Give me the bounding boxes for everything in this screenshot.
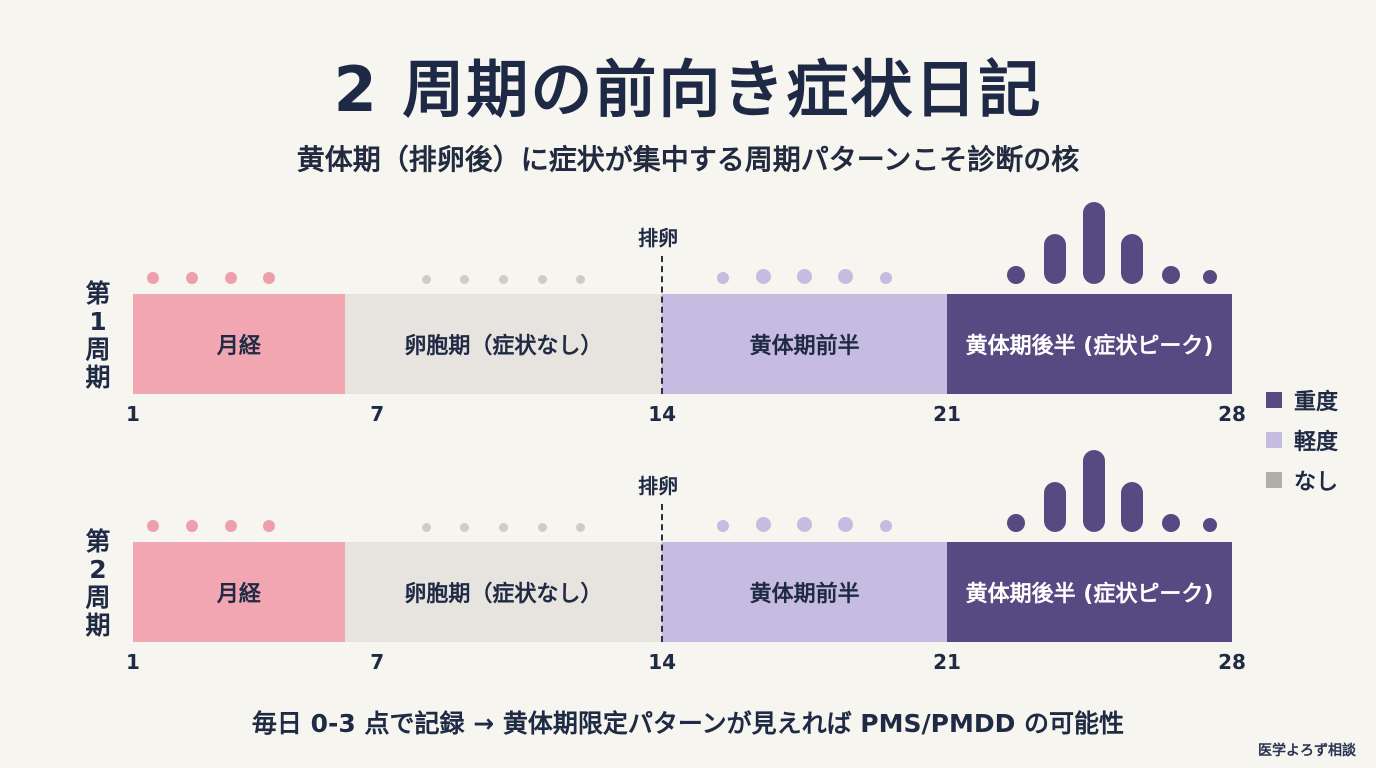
- phase-luteal-early: 黄体期前半: [662, 542, 948, 642]
- symptom-dot-none: [421, 275, 431, 284]
- cycle-label-part: 第: [85, 279, 111, 308]
- cycle-1: 第 1 周期 月経 卵胞期（症状なし） 黄体期前半 黄体期後半 (症状ピーク) 排卵 1 7 14 2…: [0, 188, 1376, 426]
- symptom-dot-menstruation: [147, 272, 160, 284]
- ovulation-label: 排卵: [638, 474, 679, 498]
- phase-label: 黄体期後半 (症状ピーク): [965, 334, 1214, 359]
- cycle-label-part: 周期: [85, 335, 111, 392]
- ovulation-marker-line: [661, 256, 664, 394]
- legend-swatch-severe: [1266, 392, 1282, 408]
- symptom-dot-mild: [837, 269, 853, 284]
- phase-menstruation: 月経: [133, 542, 345, 642]
- day-tick-label: 21: [933, 402, 961, 426]
- phase-luteal-late: 黄体期後半 (症状ピーク): [947, 542, 1232, 642]
- cycle-label-part: 第: [85, 527, 111, 556]
- day-tick-label: 14: [648, 402, 677, 426]
- symptom-dot-mild: [837, 517, 853, 532]
- symptom-dot-none: [576, 523, 586, 532]
- symptom-dot-menstruation: [147, 520, 160, 532]
- symptom-dot-menstruation: [186, 520, 199, 532]
- footer-note: 毎日 0-3 点で記録 → 黄体期限定パターンが見えれば PMS/PMDD の可…: [251, 709, 1125, 738]
- day-tick-label: 14: [648, 650, 677, 674]
- symptom-dot-menstruation: [263, 520, 276, 532]
- phase-luteal-early: 黄体期前半: [662, 294, 948, 394]
- symptom-dot-none: [498, 523, 508, 532]
- phase-menstruation: 月経: [133, 294, 345, 394]
- phase-luteal-late: 黄体期後半 (症状ピーク): [947, 294, 1232, 394]
- phase-label: 黄体期後半 (症状ピーク): [965, 582, 1214, 607]
- symptom-dot-none: [498, 275, 508, 284]
- phase-follicular: 卵胞期（症状なし）: [344, 542, 663, 642]
- symptom-dot-severe: [1007, 266, 1026, 284]
- symptom-dot-severe: [1161, 266, 1180, 284]
- phase-follicular: 卵胞期（症状なし）: [344, 294, 663, 394]
- symptom-dot-severe: [1043, 234, 1066, 284]
- page-title: 2 周期の前向き症状日記: [333, 53, 1043, 126]
- cycle-2: 第 2 周期 月経 卵胞期（症状なし） 黄体期前半 黄体期後半 (症状ピーク) 排卵 1 7 14 2…: [0, 436, 1376, 674]
- phase-label: 月経: [216, 334, 261, 359]
- day-tick-label: 1: [126, 402, 140, 426]
- legend-item-none: なし: [1266, 460, 1338, 500]
- cycle-label-part: 1: [89, 307, 107, 336]
- cycle-label-part: 周期: [85, 583, 111, 640]
- phase-label: 黄体期前半: [749, 334, 860, 359]
- symptom-dot-menstruation: [224, 520, 237, 532]
- day-tick-label: 7: [370, 402, 385, 426]
- symptom-dot-none: [576, 275, 586, 284]
- symptom-dot-severe: [1082, 202, 1105, 284]
- symptom-dot-menstruation: [263, 272, 276, 284]
- symptom-dot-mild: [880, 272, 893, 284]
- symptom-dot-mild: [797, 269, 813, 284]
- day-tick-label: 28: [1218, 402, 1246, 426]
- symptom-dot-none: [460, 523, 470, 532]
- page-subtitle: 黄体期（排卵後）に症状が集中する周期パターンこそ診断の核: [296, 143, 1080, 176]
- ovulation-marker-line: [661, 504, 664, 642]
- brand-logo-text: 医学よろず相談: [1258, 743, 1356, 759]
- phase-label: 月経: [216, 582, 261, 607]
- symptom-dot-none: [460, 275, 470, 284]
- symptom-dot-mild: [717, 520, 730, 532]
- legend-label: 軽度: [1294, 430, 1339, 455]
- symptom-dot-menstruation: [224, 272, 237, 284]
- ovulation-label: 排卵: [638, 226, 679, 250]
- symptom-dot-severe: [1121, 234, 1144, 284]
- cycle-label-part: 2: [89, 555, 107, 584]
- phase-label: 卵胞期（症状なし）: [404, 582, 603, 607]
- legend-label: 重度: [1294, 390, 1339, 415]
- symptom-dot-mild: [756, 517, 772, 532]
- symptom-dot-severe: [1082, 450, 1105, 532]
- day-tick-label: 7: [370, 650, 385, 674]
- cycle-label: 第 1 周期: [78, 280, 118, 392]
- symptom-dot-menstruation: [186, 272, 199, 284]
- symptom-dot-severe: [1043, 482, 1066, 532]
- symptom-dot-severe: [1161, 514, 1180, 532]
- symptom-dot-severe: [1202, 518, 1217, 532]
- legend-label: なし: [1294, 470, 1339, 495]
- day-tick-label: 1: [126, 650, 140, 674]
- symptom-dot-severe: [1202, 270, 1217, 284]
- symptom-dot-none: [421, 523, 431, 532]
- symptom-dot-severe: [1007, 514, 1026, 532]
- day-tick-label: 28: [1218, 650, 1246, 674]
- cycle-label: 第 2 周期: [78, 528, 118, 640]
- symptom-dot-mild: [880, 520, 893, 532]
- symptom-dot-severe: [1121, 482, 1144, 532]
- phase-label: 黄体期前半: [749, 582, 860, 607]
- day-tick-label: 21: [933, 650, 961, 674]
- legend-item-severe: 重度: [1266, 380, 1338, 420]
- legend-item-mild: 軽度: [1266, 420, 1338, 460]
- symptom-dot-mild: [756, 269, 772, 284]
- legend-swatch-none: [1266, 472, 1282, 488]
- symptom-dot-none: [537, 275, 547, 284]
- legend: 重度 軽度 なし: [1266, 380, 1338, 500]
- symptom-dot-mild: [717, 272, 730, 284]
- symptom-dot-none: [537, 523, 547, 532]
- symptom-dot-mild: [797, 517, 813, 532]
- phase-label: 卵胞期（症状なし）: [404, 334, 603, 359]
- legend-swatch-mild: [1266, 432, 1282, 448]
